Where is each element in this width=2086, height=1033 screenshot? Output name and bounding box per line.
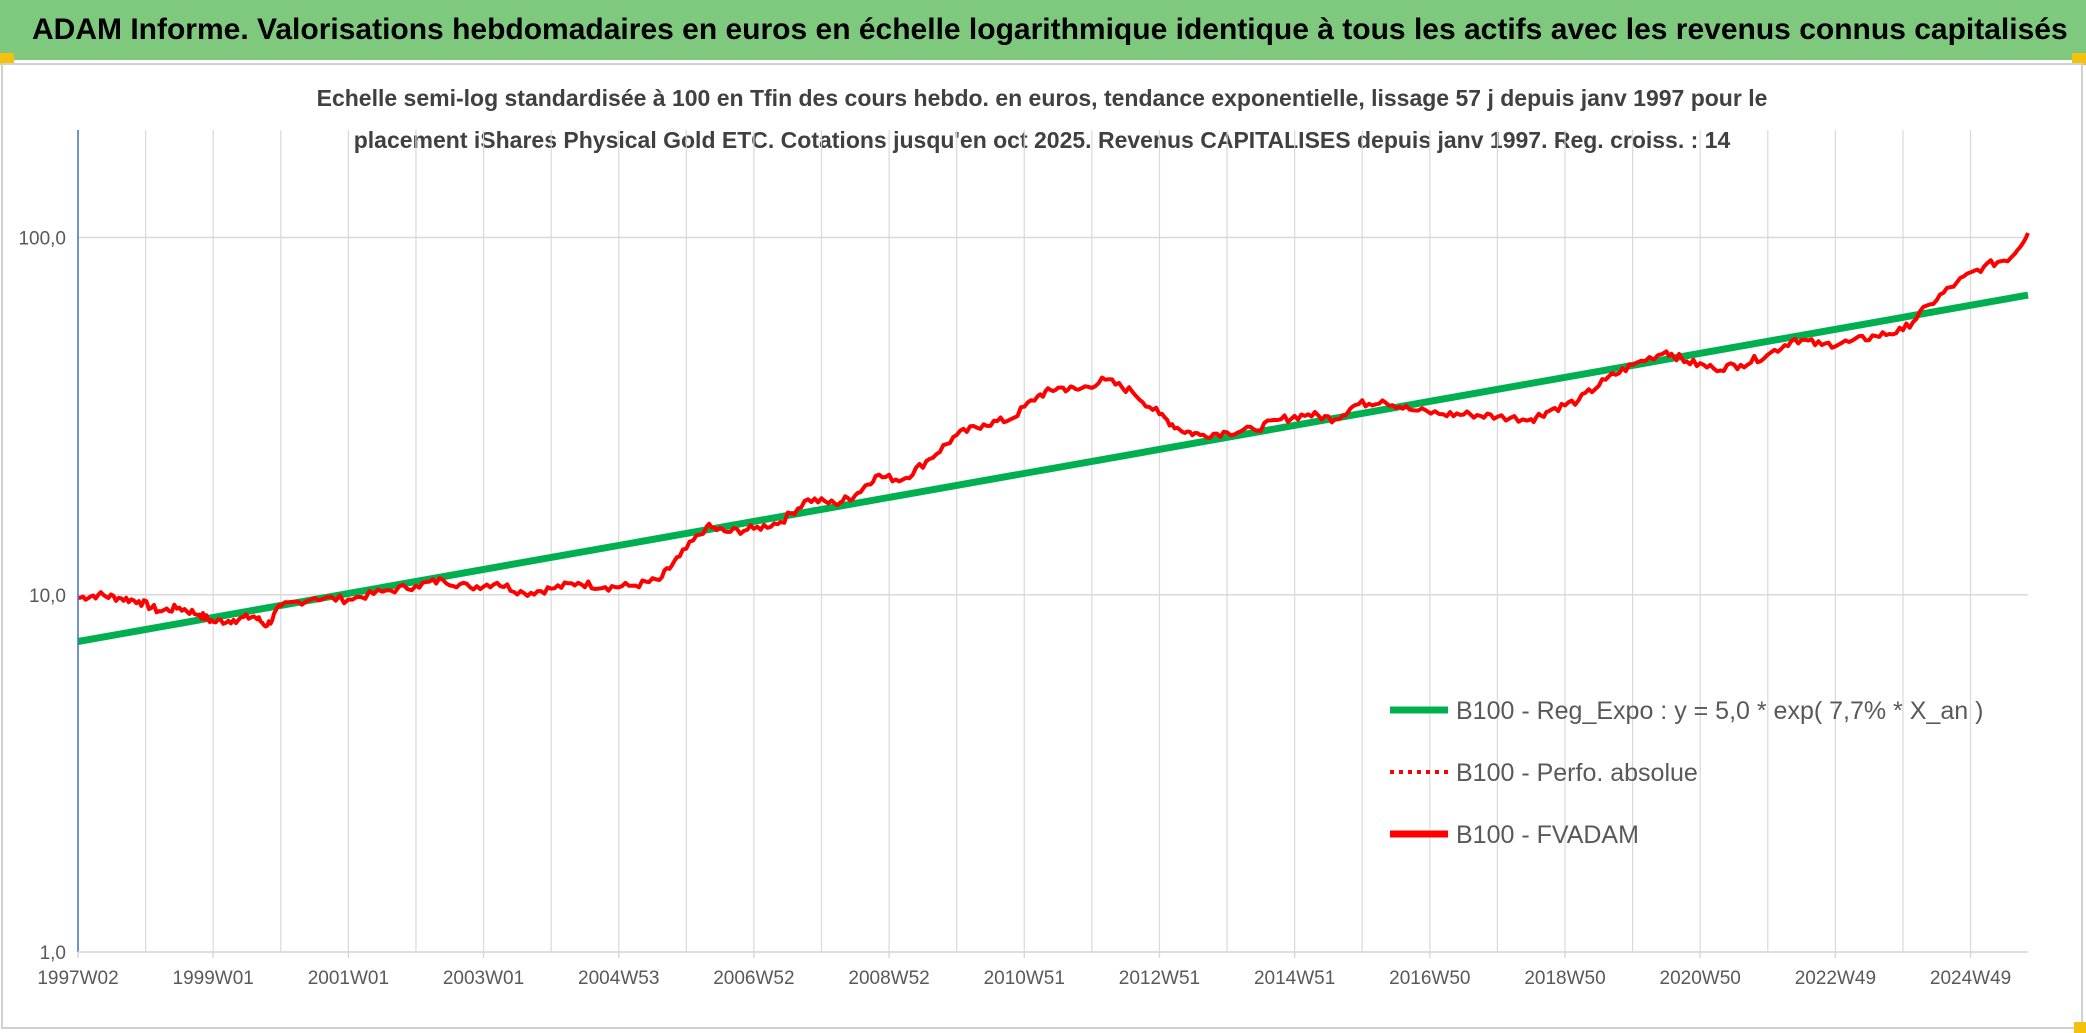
chart-title-line-1: Echelle semi-log standardisée à 100 en T… <box>317 85 1768 111</box>
x-tick-label: 2016W50 <box>1389 968 1470 989</box>
header-title: ADAM Informe. Valorisations hebdomadaire… <box>32 13 2068 46</box>
series-line-fvadam <box>77 232 2030 629</box>
x-tick-label: 2012W51 <box>1119 968 1200 989</box>
x-tick-label: 2018W50 <box>1524 968 1605 989</box>
corner-marker-bottom-right <box>2074 1022 2086 1033</box>
x-tick-label: 2014W51 <box>1254 968 1335 989</box>
x-tick-label: 2003W01 <box>443 968 524 989</box>
corner-marker-top-left <box>0 53 14 65</box>
x-tick-label: 2020W50 <box>1660 968 1741 989</box>
chart: Echelle semi-log standardisée à 100 en T… <box>1 63 2086 1033</box>
x-tick-label: 2001W01 <box>308 968 389 989</box>
page-header: ADAM Informe. Valorisations hebdomadaire… <box>0 0 2086 60</box>
x-tick-label: 2004W53 <box>578 968 659 989</box>
x-tick-label: 2022W49 <box>1795 968 1876 989</box>
y-tick-label: 10,0 <box>29 586 66 607</box>
x-tick-label: 1999W01 <box>173 968 254 989</box>
x-tick-label: 2010W51 <box>984 968 1065 989</box>
x-tick-label: 1997W02 <box>37 968 118 989</box>
y-tick-label: 1,0 <box>40 943 66 964</box>
chart-title-line-2: placement iShares Physical Gold ETC. Cot… <box>354 127 1731 153</box>
x-tick-label: 2024W49 <box>1930 968 2011 989</box>
legend-label-1: B100 - Perfo. absolue <box>1456 759 1698 787</box>
x-tick-label: 2006W52 <box>713 968 794 989</box>
legend-label-0: B100 - Reg_Expo : y = 5,0 * exp( 7,7% * … <box>1456 697 1983 725</box>
legend-label-2: B100 - FVADAM <box>1456 821 1639 849</box>
x-tick-label: 2008W52 <box>848 968 929 989</box>
y-tick-label: 100,0 <box>18 229 66 250</box>
chart-border <box>1 63 2083 1029</box>
chart-frame: Echelle semi-log standardisée à 100 en T… <box>0 60 2086 1033</box>
corner-marker-top-right <box>2072 53 2086 65</box>
